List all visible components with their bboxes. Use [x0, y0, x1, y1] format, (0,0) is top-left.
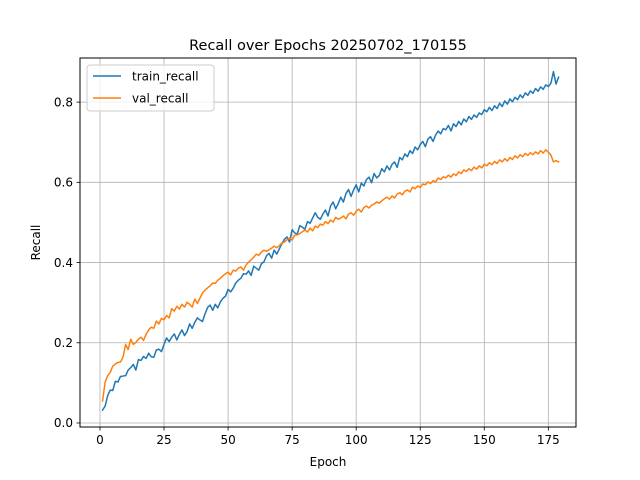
x-tick-label: 175 — [537, 433, 560, 447]
plot-frame — [79, 57, 577, 428]
x-tick-label: 50 — [220, 433, 235, 447]
legend-label-val-recall: val_recall — [132, 92, 188, 106]
x-tick-label: 0 — [96, 433, 104, 447]
x-tick-label: 100 — [345, 433, 368, 447]
series-line-val-recall — [101, 149, 560, 402]
series-line-train-recall — [101, 70, 560, 412]
y-tick-label: 0.2 — [54, 336, 73, 350]
grid-lines — [80, 58, 576, 427]
x-tick-label: 75 — [284, 433, 299, 447]
series-lines — [101, 70, 560, 412]
y-tick-label: 0.0 — [54, 416, 73, 430]
legend-label-train-recall: train_recall — [132, 70, 199, 84]
y-tick-label: 0.4 — [54, 256, 73, 270]
x-axis-label: Epoch — [310, 455, 347, 469]
y-tick-label: 0.8 — [54, 95, 73, 109]
axis-ticks: 0 25 50 75 100 125 150 175 0.0 0.2 0.4 0.6 0.8 — [54, 95, 560, 447]
y-axis-label: Recall — [29, 225, 43, 261]
x-tick-label: 150 — [473, 433, 496, 447]
chart-title: Recall over Epochs 20250702_170155 — [189, 38, 467, 54]
x-tick-label: 125 — [409, 433, 432, 447]
legend: train_recall val_recall — [86, 64, 215, 112]
y-tick-label: 0.6 — [54, 176, 73, 190]
x-tick-label: 25 — [156, 433, 171, 447]
